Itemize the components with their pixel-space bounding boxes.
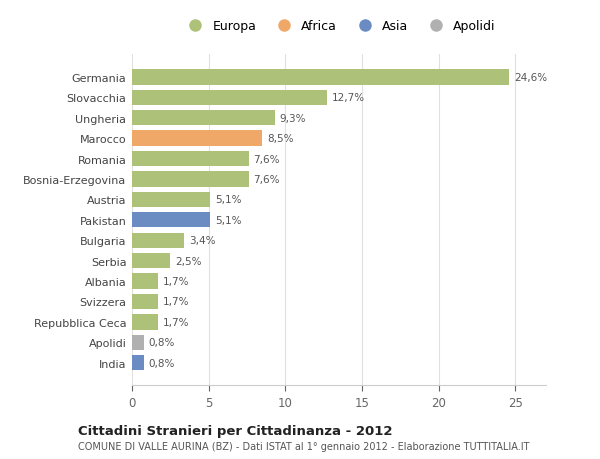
Bar [132, 172, 248, 187]
Text: 1,7%: 1,7% [163, 276, 189, 286]
Bar [132, 151, 248, 167]
Text: 1,7%: 1,7% [163, 297, 189, 307]
Text: Cittadini Stranieri per Cittadinanza - 2012: Cittadini Stranieri per Cittadinanza - 2… [78, 424, 392, 437]
Text: 5,1%: 5,1% [215, 215, 241, 225]
Text: 5,1%: 5,1% [215, 195, 241, 205]
Text: 12,7%: 12,7% [331, 93, 364, 103]
Bar [132, 192, 210, 207]
Bar [132, 314, 158, 330]
Bar [132, 233, 184, 248]
Bar [132, 274, 158, 289]
Bar [132, 111, 275, 126]
Bar [132, 335, 144, 350]
Text: 1,7%: 1,7% [163, 317, 189, 327]
Bar [132, 294, 158, 309]
Bar [132, 213, 210, 228]
Bar [132, 70, 509, 85]
Text: 7,6%: 7,6% [253, 154, 280, 164]
Bar [132, 90, 327, 106]
Text: 0,8%: 0,8% [149, 337, 175, 347]
Legend: Europa, Africa, Asia, Apolidi: Europa, Africa, Asia, Apolidi [177, 15, 501, 38]
Text: 9,3%: 9,3% [279, 113, 306, 123]
Text: 24,6%: 24,6% [514, 73, 547, 83]
Bar [132, 253, 170, 269]
Text: 3,4%: 3,4% [189, 236, 215, 246]
Text: 0,8%: 0,8% [149, 358, 175, 368]
Bar [132, 355, 144, 370]
Text: COMUNE DI VALLE AURINA (BZ) - Dati ISTAT al 1° gennaio 2012 - Elaborazione TUTTI: COMUNE DI VALLE AURINA (BZ) - Dati ISTAT… [78, 441, 530, 451]
Text: 7,6%: 7,6% [253, 174, 280, 185]
Text: 8,5%: 8,5% [267, 134, 293, 144]
Bar [132, 131, 262, 146]
Text: 2,5%: 2,5% [175, 256, 202, 266]
